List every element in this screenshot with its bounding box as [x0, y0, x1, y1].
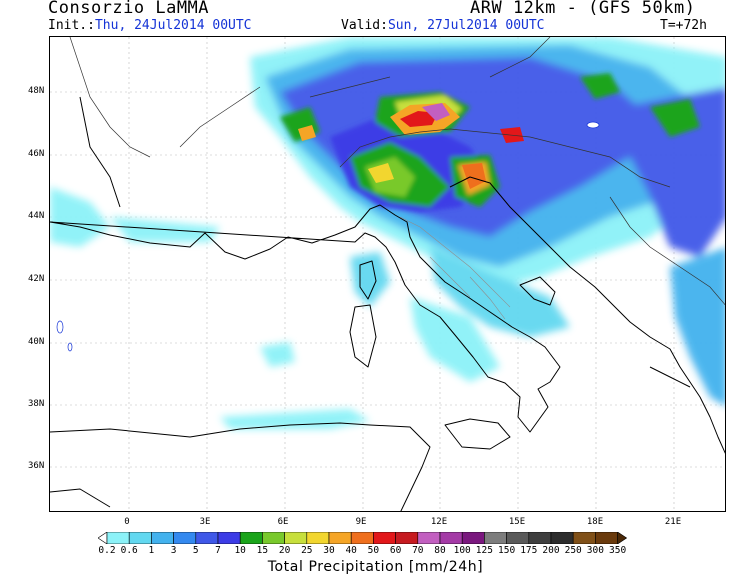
lat-label: 48N	[28, 86, 45, 96]
model-title: ARW 12km - (GFS 50km)	[470, 0, 696, 18]
colorbar-swatch	[484, 532, 507, 544]
colorbar-swatch	[617, 532, 628, 544]
map-canvas	[50, 37, 725, 511]
colorbar-level-label: 30	[323, 545, 335, 556]
lon-label: 9E	[355, 517, 367, 527]
colorbar-level-label: 200	[542, 545, 560, 556]
colorbar-level-label: 10	[234, 545, 246, 556]
colorbar-swatch	[128, 532, 152, 544]
colorbar-swatch	[195, 532, 219, 544]
valid-time: Valid:Sun, 27Jul2014 00UTC	[341, 18, 545, 33]
colorbar-swatch	[217, 532, 241, 544]
forecast-step: T=+72h	[660, 18, 707, 33]
borders	[69, 37, 725, 306]
coastlines	[50, 96, 725, 511]
lon-label: 6E	[277, 517, 289, 527]
valid-value: Sun, 27Jul2014 00UTC	[387, 18, 545, 33]
colorbar-swatch	[173, 532, 197, 544]
colorbar-level-label: 150	[498, 545, 516, 556]
colorbar-level-label: 70	[412, 545, 424, 556]
lon-label: 0	[124, 517, 130, 527]
lon-label: 15E	[508, 517, 526, 527]
colorbar-level-label: 0.2	[98, 545, 116, 556]
colorbar-swatch	[284, 532, 308, 544]
colorbar-swatch	[461, 532, 485, 544]
graticule	[50, 37, 725, 511]
colorbar-level-label: 125	[475, 545, 493, 556]
colorbar-swatch	[550, 532, 574, 544]
valid-label: Valid:	[341, 18, 388, 33]
lat-label: 42N	[28, 274, 45, 284]
colorbar-level-label: 350	[609, 545, 627, 556]
colorbar-level-label: 7	[215, 545, 221, 556]
colorbar-swatch	[306, 532, 330, 544]
colorbar-swatch	[439, 532, 463, 544]
colorbar-level-label: 100	[453, 545, 471, 556]
colorbar-level-label: 40	[345, 545, 357, 556]
precipitation-colorbar	[98, 532, 628, 544]
lat-label: 36N	[28, 461, 45, 471]
lon-label: 21E	[664, 517, 682, 527]
colorbar-level-label: 80	[434, 545, 446, 556]
colorbar-swatch	[328, 532, 352, 544]
colorbar-level-label: 0.6	[120, 545, 138, 556]
colorbar-swatch	[98, 532, 108, 544]
lat-label: 44N	[28, 211, 45, 221]
colorbar-level-label: 50	[367, 545, 380, 556]
colorbar-level-label: 250	[564, 545, 582, 556]
colorbar-swatch	[239, 532, 263, 544]
lat-label: 46N	[28, 149, 45, 159]
colorbar-level-label: 175	[520, 545, 538, 556]
colorbar-level-label: 15	[256, 545, 269, 556]
precipitation-field	[50, 37, 725, 429]
precipitation-map	[49, 36, 726, 512]
colorbar-level-label: 300	[586, 545, 604, 556]
lat-label: 38N	[28, 399, 45, 409]
colorbar-level-label: 60	[389, 545, 402, 556]
lakes	[56, 121, 600, 352]
init-value: Thu, 24Jul2014 00UTC	[94, 18, 252, 33]
lon-label: 12E	[430, 517, 448, 527]
colorbar-swatch	[151, 532, 174, 544]
colorbar-swatches	[98, 532, 628, 544]
colorbar-swatch	[506, 532, 530, 544]
lon-label: 18E	[586, 517, 604, 527]
organization-title: Consorzio LaMMA	[48, 0, 210, 18]
colorbar-swatch	[572, 532, 596, 544]
colorbar-swatch	[395, 532, 419, 544]
colorbar-swatch	[595, 532, 618, 544]
colorbar-swatch	[350, 532, 374, 544]
colorbar-swatch	[373, 532, 396, 544]
init-label: Init.:	[48, 18, 95, 33]
italy-regions	[399, 216, 511, 320]
colorbar-title: Total Precipitation [mm/24h]	[267, 559, 484, 575]
colorbar-level-label: 1	[148, 545, 155, 556]
lon-label: 3E	[199, 517, 211, 527]
colorbar-level-label: 20	[278, 545, 291, 556]
colorbar-level-label: 5	[192, 545, 199, 556]
init-time: Init.:Thu, 24Jul2014 00UTC	[48, 18, 252, 33]
colorbar-swatch	[106, 532, 130, 544]
colorbar-swatch	[417, 532, 441, 544]
colorbar-swatch	[262, 532, 285, 544]
colorbar-swatch	[528, 532, 552, 544]
colorbar-level-label: 25	[301, 545, 313, 556]
colorbar-level-label: 3	[170, 545, 177, 556]
lat-label: 40N	[28, 337, 45, 347]
